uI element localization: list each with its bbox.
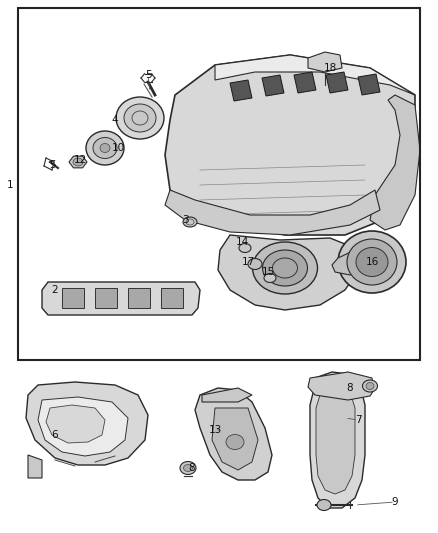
Text: 15: 15 xyxy=(261,267,275,277)
Text: 8: 8 xyxy=(347,383,353,393)
Polygon shape xyxy=(262,75,284,96)
Text: 14: 14 xyxy=(235,237,249,247)
Ellipse shape xyxy=(338,231,406,293)
Ellipse shape xyxy=(100,143,110,152)
Polygon shape xyxy=(161,288,183,308)
Polygon shape xyxy=(212,408,258,470)
Text: 12: 12 xyxy=(74,155,87,165)
Ellipse shape xyxy=(124,104,156,132)
Ellipse shape xyxy=(363,380,378,392)
Polygon shape xyxy=(215,55,415,95)
Text: 2: 2 xyxy=(52,285,58,295)
Text: 16: 16 xyxy=(365,257,378,267)
Ellipse shape xyxy=(356,247,388,277)
Ellipse shape xyxy=(86,131,124,165)
Text: 5: 5 xyxy=(49,160,55,170)
Polygon shape xyxy=(308,52,342,72)
Text: 9: 9 xyxy=(392,497,398,507)
Text: 1: 1 xyxy=(7,180,13,190)
Polygon shape xyxy=(358,74,380,95)
Polygon shape xyxy=(370,95,420,230)
Polygon shape xyxy=(218,235,360,310)
Polygon shape xyxy=(165,190,380,235)
Text: 17: 17 xyxy=(241,257,254,267)
Bar xyxy=(18,8,420,360)
Polygon shape xyxy=(202,388,252,402)
Polygon shape xyxy=(310,372,365,508)
Polygon shape xyxy=(294,72,316,93)
Ellipse shape xyxy=(366,383,374,390)
Polygon shape xyxy=(332,250,368,275)
Polygon shape xyxy=(62,288,84,308)
Ellipse shape xyxy=(180,462,196,474)
Text: 7: 7 xyxy=(355,415,361,425)
Text: 10: 10 xyxy=(111,143,124,153)
Ellipse shape xyxy=(317,499,331,511)
Polygon shape xyxy=(38,397,128,456)
Text: 4: 4 xyxy=(112,115,118,125)
Polygon shape xyxy=(326,72,348,93)
Polygon shape xyxy=(42,282,200,315)
Ellipse shape xyxy=(248,259,262,270)
Text: 5: 5 xyxy=(145,70,151,80)
Ellipse shape xyxy=(239,244,251,253)
Ellipse shape xyxy=(264,273,276,282)
Ellipse shape xyxy=(183,217,197,227)
Ellipse shape xyxy=(116,97,164,139)
Text: 3: 3 xyxy=(182,215,188,225)
Ellipse shape xyxy=(226,434,244,449)
Ellipse shape xyxy=(184,464,192,472)
Ellipse shape xyxy=(347,239,397,285)
Text: 6: 6 xyxy=(52,430,58,440)
Polygon shape xyxy=(28,455,42,478)
Polygon shape xyxy=(128,288,150,308)
Polygon shape xyxy=(26,382,148,465)
Polygon shape xyxy=(69,156,87,168)
Ellipse shape xyxy=(262,250,307,286)
Ellipse shape xyxy=(73,158,83,166)
Polygon shape xyxy=(230,80,252,101)
Polygon shape xyxy=(195,388,272,480)
Text: 18: 18 xyxy=(323,63,337,73)
Polygon shape xyxy=(165,55,415,235)
Polygon shape xyxy=(316,386,355,494)
Text: 13: 13 xyxy=(208,425,222,435)
Polygon shape xyxy=(308,372,374,400)
Text: 8: 8 xyxy=(189,463,195,473)
Polygon shape xyxy=(46,405,105,443)
Polygon shape xyxy=(95,288,117,308)
Ellipse shape xyxy=(252,242,318,294)
Ellipse shape xyxy=(93,138,117,158)
